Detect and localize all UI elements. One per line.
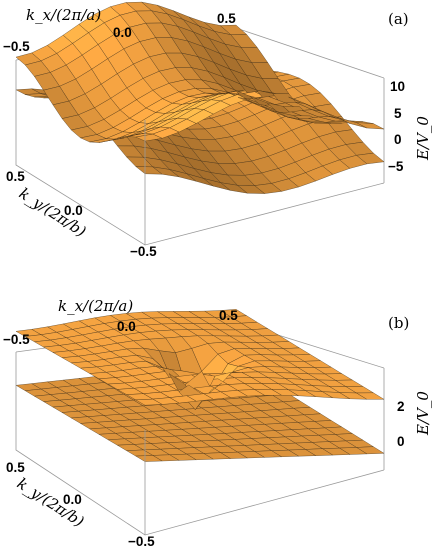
box-front-edges-b (15, 352, 385, 536)
xtick-a-1: 0.0 (113, 25, 132, 40)
xtick-a-2: 0.5 (217, 11, 236, 26)
xtick-b-1: 0.0 (117, 319, 136, 334)
xlabel-a: k_x/(2π/a) (26, 6, 101, 24)
ztick-a-0: 10 (390, 79, 405, 94)
ytick-b-1: 0.0 (63, 492, 82, 507)
surface-patch (314, 122, 342, 124)
panel-label-a: (a) (388, 10, 409, 28)
surface-patch (135, 455, 163, 462)
ytick-a-2: −0.5 (130, 244, 157, 259)
ytick-b-2: −0.5 (128, 534, 155, 549)
panel-a: k_x/(2π/a) −0.5 0.0 0.5 0.5 0.0 −0.5 k_y… (3, 1, 432, 259)
ytick-a-0: 0.5 (6, 169, 25, 184)
surface-patch (236, 185, 266, 194)
ztick-b-1: 0 (397, 434, 405, 449)
surface-patch (355, 392, 385, 400)
panel-label-b: (b) (388, 314, 409, 332)
surface-patch (89, 138, 116, 143)
xtick-a-0: −0.5 (3, 39, 30, 54)
ytick-b-0: 0.5 (6, 460, 25, 475)
ytick-a-1: 0.0 (64, 203, 83, 218)
surfaces-b (15, 309, 385, 462)
surface-patch (356, 122, 385, 130)
zlabel-b: E/V_0 (414, 391, 432, 436)
ztick-b-0: 2 (397, 399, 405, 414)
ztick-a-1: 5 (394, 106, 402, 121)
panel-b: k_x/(2π/a) −0.5 0.0 0.5 0.5 0.0 −0.5 k_y… (3, 297, 432, 549)
surface-patch (135, 398, 163, 406)
surfaces-a (15, 1, 385, 194)
ztick-a-2: 0 (394, 132, 402, 147)
xlabel-b: k_x/(2π/a) (58, 297, 133, 315)
surface-patch (135, 133, 163, 142)
box-front-edges-a (15, 60, 385, 246)
zlabel-a: E/V_0 (414, 116, 432, 161)
xtick-b-0: −0.5 (3, 332, 30, 347)
ztick-a-3: −5 (388, 159, 404, 174)
xtick-b-2: 0.5 (219, 308, 238, 323)
